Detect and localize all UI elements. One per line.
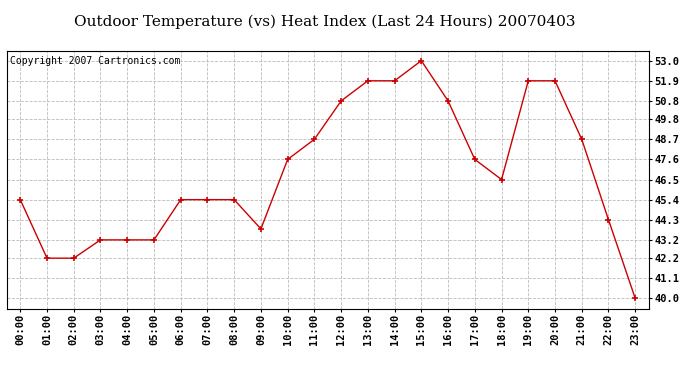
Text: Copyright 2007 Cartronics.com: Copyright 2007 Cartronics.com [10, 56, 181, 66]
Text: Outdoor Temperature (vs) Heat Index (Last 24 Hours) 20070403: Outdoor Temperature (vs) Heat Index (Las… [74, 15, 575, 29]
